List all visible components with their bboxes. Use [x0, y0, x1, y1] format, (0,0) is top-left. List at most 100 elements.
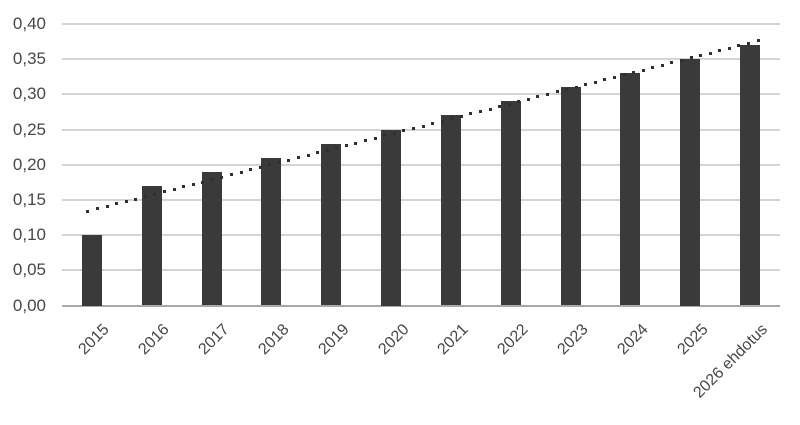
bar	[321, 143, 342, 306]
trendline-dot	[756, 39, 760, 43]
trendline-dot	[402, 129, 406, 133]
gridline	[62, 269, 780, 272]
trendline-dot	[297, 156, 301, 160]
trendline-dot	[670, 61, 674, 65]
x-tick-label: 2021	[434, 320, 472, 358]
trendline-dot	[316, 151, 320, 155]
trendline-dot	[115, 202, 119, 206]
trendline-dot	[373, 136, 377, 140]
trendline-dot	[459, 114, 463, 118]
trendline-dot	[421, 124, 425, 128]
trendline-dot	[651, 66, 655, 70]
trendline-dot	[488, 107, 492, 111]
trendline-dot	[239, 170, 243, 174]
bar	[620, 73, 641, 306]
bar	[500, 101, 521, 306]
trendline-dot	[268, 163, 272, 167]
x-tick-label: 2025	[674, 320, 712, 358]
trendline-dot	[478, 109, 482, 113]
gridline	[62, 93, 780, 96]
trendline-dot	[545, 92, 549, 96]
trendline-dot	[124, 199, 128, 203]
gridline	[62, 23, 780, 25]
trendline-dot	[431, 122, 435, 126]
gridline	[62, 198, 780, 201]
trendline-dot	[325, 148, 329, 152]
x-tick-label: 2019	[315, 320, 353, 358]
gridline	[62, 163, 780, 166]
trendline-dot	[632, 71, 636, 75]
x-tick-label: 2017	[195, 320, 233, 358]
bar	[81, 235, 102, 306]
gridline	[62, 128, 780, 131]
bar	[141, 185, 162, 306]
trendline-dot	[689, 56, 693, 60]
trendline-dot	[344, 144, 348, 147]
trendline-dot	[565, 88, 569, 92]
trendline-dot	[536, 95, 540, 99]
x-tick-label: 2024	[614, 320, 652, 358]
trendline-dot	[411, 126, 415, 130]
bar	[381, 129, 402, 306]
trendline-dot	[210, 178, 214, 182]
trendline-dot	[86, 209, 90, 213]
x-tick-label: 2016	[135, 320, 173, 358]
trendline-dot	[153, 192, 157, 196]
trendline-dot	[584, 83, 588, 87]
trendline-dot	[163, 190, 166, 194]
trendline-dot	[737, 44, 741, 48]
trendline-dot	[172, 187, 176, 191]
trendline-dot	[249, 168, 253, 172]
trendline-dot	[277, 161, 281, 165]
bar	[201, 171, 222, 306]
bar	[440, 115, 461, 306]
trendline-dot	[191, 182, 195, 186]
x-axis-line	[62, 304, 780, 307]
gridline	[62, 234, 780, 237]
trendline-dot	[182, 185, 186, 189]
x-tick-label: 2023	[554, 320, 592, 358]
trendline-dot	[105, 204, 109, 208]
trendline-dot	[679, 58, 683, 62]
y-tick-label: 0,25	[12, 119, 46, 139]
x-tick-label: 2022	[494, 320, 532, 358]
bar	[560, 87, 581, 306]
trendline-dot	[354, 141, 358, 145]
y-tick-label: 0,20	[12, 154, 46, 174]
bar	[261, 157, 282, 306]
trendline-dot	[727, 46, 731, 50]
trendline-dot	[641, 68, 645, 72]
trendline-dot	[134, 197, 138, 201]
trendline-dot	[507, 102, 511, 106]
trendline-dot	[306, 153, 310, 157]
trendline-dot	[335, 146, 339, 150]
y-tick-label: 0,10	[12, 225, 46, 245]
trendline-dot	[450, 117, 454, 121]
trendline-dot	[603, 78, 607, 82]
trendline-dot	[201, 180, 205, 184]
trendline-dot	[364, 139, 368, 143]
bar	[680, 59, 701, 306]
y-tick-label: 0,40	[12, 14, 46, 33]
trendline-dot	[622, 73, 626, 77]
trendline-dot	[660, 63, 664, 67]
trendline-dot	[220, 175, 224, 179]
trendline-dot	[469, 112, 473, 116]
trendline-dot	[699, 53, 703, 57]
trendline-dot	[383, 134, 387, 138]
bar	[740, 45, 761, 306]
trendline-dot	[574, 85, 578, 89]
trendline-dot	[612, 75, 616, 79]
trendline-dot	[593, 80, 597, 84]
trendline-dot	[555, 90, 559, 94]
trendline-dot	[230, 173, 234, 177]
trendline-dot	[95, 207, 99, 211]
trendline-dot	[718, 49, 722, 53]
trendline-dot	[392, 131, 396, 135]
y-tick-label: 0,30	[12, 84, 46, 104]
y-tick-label: 0,15	[12, 189, 46, 209]
trendline-dot	[143, 195, 147, 199]
trendline-dot	[498, 105, 502, 109]
trendline-dot	[258, 165, 262, 169]
